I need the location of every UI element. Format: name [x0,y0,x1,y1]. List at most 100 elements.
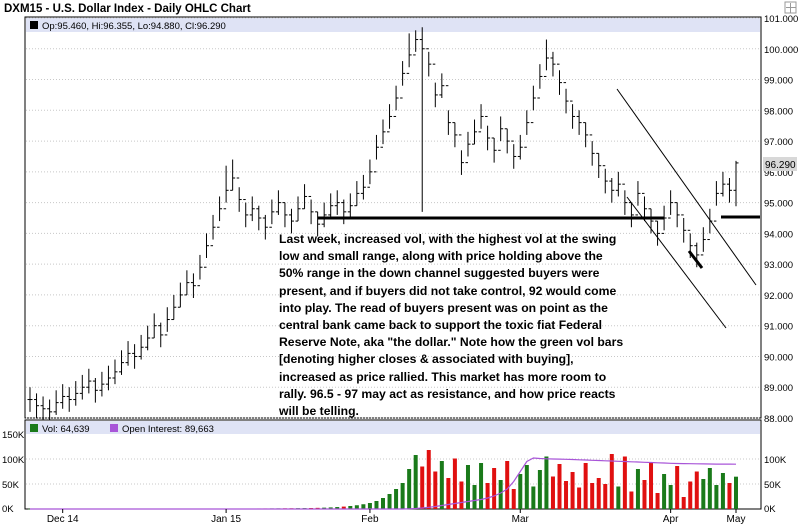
volume-bar [354,505,359,509]
volume-bar [420,466,425,509]
vol-legend-swatch [30,424,38,432]
analysis-annotation: Last week, increased vol, with the highe… [279,232,624,419]
vol-legend: Vol: 64,639 [42,424,90,435]
last-price-label: 96.290 [765,160,796,171]
volume-bar [714,485,719,509]
volume-bar [498,480,503,509]
volume-bar [590,483,595,509]
oi-legend-swatch [110,424,118,432]
price-tick-label: 96.000 [764,168,793,179]
volume-bar [400,483,405,509]
volume-y-axis: 150K 100K 50K 0K 100K 50K 0K [2,430,787,515]
volume-bar [577,487,582,509]
volume-bar [394,489,399,509]
volume-bar [361,504,366,509]
volume-bar [570,472,575,509]
volume-bar [622,456,627,509]
volume-bar [701,479,706,509]
x-tick-label: May [727,514,746,524]
last-price-badge [763,157,797,171]
volume-bar [550,476,555,509]
price-bars [27,27,739,425]
volume-bar [322,507,327,509]
open-interest-line [30,457,737,510]
x-tick-label: Dec 14 [47,514,79,524]
volume-bar [518,474,523,509]
volume-bar [544,456,549,509]
price-tick-label: 92.000 [764,291,793,302]
volume-bar [596,478,601,509]
volume-bar [642,480,647,509]
x-tick-label: Jan 15 [211,514,241,524]
price-tick-label: 101.000 [764,14,798,25]
channel-upper-line [616,88,757,286]
volume-bar [655,493,660,509]
volume-tick-label-left: 100K [2,455,25,466]
price-tick-label: 98.000 [764,106,793,117]
volume-bar [367,503,372,509]
volume-bar [439,461,444,509]
volume-bar [505,461,510,509]
volume-bar [485,483,490,509]
volume-bar [531,486,536,509]
volume-bar [452,458,457,509]
volume-bar [564,481,569,509]
volume-tick-label-right: 0K [764,504,776,515]
price-y-axis: 88.000 89.000 90.000 91.000 92.000 93.000 94.0… [764,14,798,425]
volume-panel: Vol: 64,639 Open Interest: 89,663 150K 10… [2,419,787,515]
ohlc-legend-bg [26,18,760,32]
volume-bar [341,506,346,509]
volume-bar [649,463,654,509]
volume-bar [635,469,640,509]
volume-bar [668,485,673,509]
volume-bar [328,507,333,509]
price-tick-label: 89.000 [764,383,793,394]
volume-bar [426,450,431,509]
volume-bar [707,468,712,509]
chart-title: DXM15 - U.S. Dollar Index - Daily OHLC C… [4,3,251,15]
volume-bar [688,481,693,509]
volume-bar [583,463,588,509]
volume-bar [524,465,529,509]
volume-tick-label-left: 50K [2,480,20,491]
price-tick-label: 99.000 [764,76,793,87]
volume-bar [492,468,497,509]
ohlc-legend-swatch [30,21,38,29]
volume-bar [681,497,686,509]
volume-bar [413,455,418,509]
volume-bar [694,471,699,509]
volume-bar [381,498,385,509]
ohlc-readout: Op:95.460, Hi:96.355, Lo:94.880, Cl:96.2… [42,21,226,32]
volume-bar [433,471,438,509]
volume-bar [472,485,477,509]
volume-tick-label-right: 50K [764,480,782,491]
price-tick-label: 93.000 [764,260,793,271]
volume-bar [335,507,340,509]
volume-bar [609,454,614,509]
channel-lower-line [626,196,727,329]
volume-bar [675,466,680,509]
volume-bar [446,478,451,509]
price-tick-label: 100.000 [764,45,798,56]
swing-low-marker [687,250,704,269]
volume-bar [459,481,464,509]
price-tick-label: 94.000 [764,229,793,240]
volume-bar [720,473,725,509]
oi-legend: Open Interest: 89,663 [122,424,214,435]
volume-bar [727,483,732,509]
price-tick-label: 88.000 [764,414,793,425]
x-axis: Dec 14 Jan 15 Feb Mar Apr May [47,509,746,524]
volume-tick-label-left: 0K [2,504,14,515]
volume-bar [465,465,470,509]
volume-bar [479,463,484,509]
price-grid [26,17,760,419]
volume-tick-label-left: 150K [2,430,25,441]
volume-legend-bg [26,421,760,434]
volume-tick-label-right: 100K [764,455,787,466]
price-panel: Op:95.460, Hi:96.355, Lo:94.880, Cl:96.2… [24,14,798,425]
volume-bar [374,501,379,509]
volume-bar [616,486,621,509]
price-tick-label: 90.000 [764,352,793,363]
volume-bar [537,470,542,509]
